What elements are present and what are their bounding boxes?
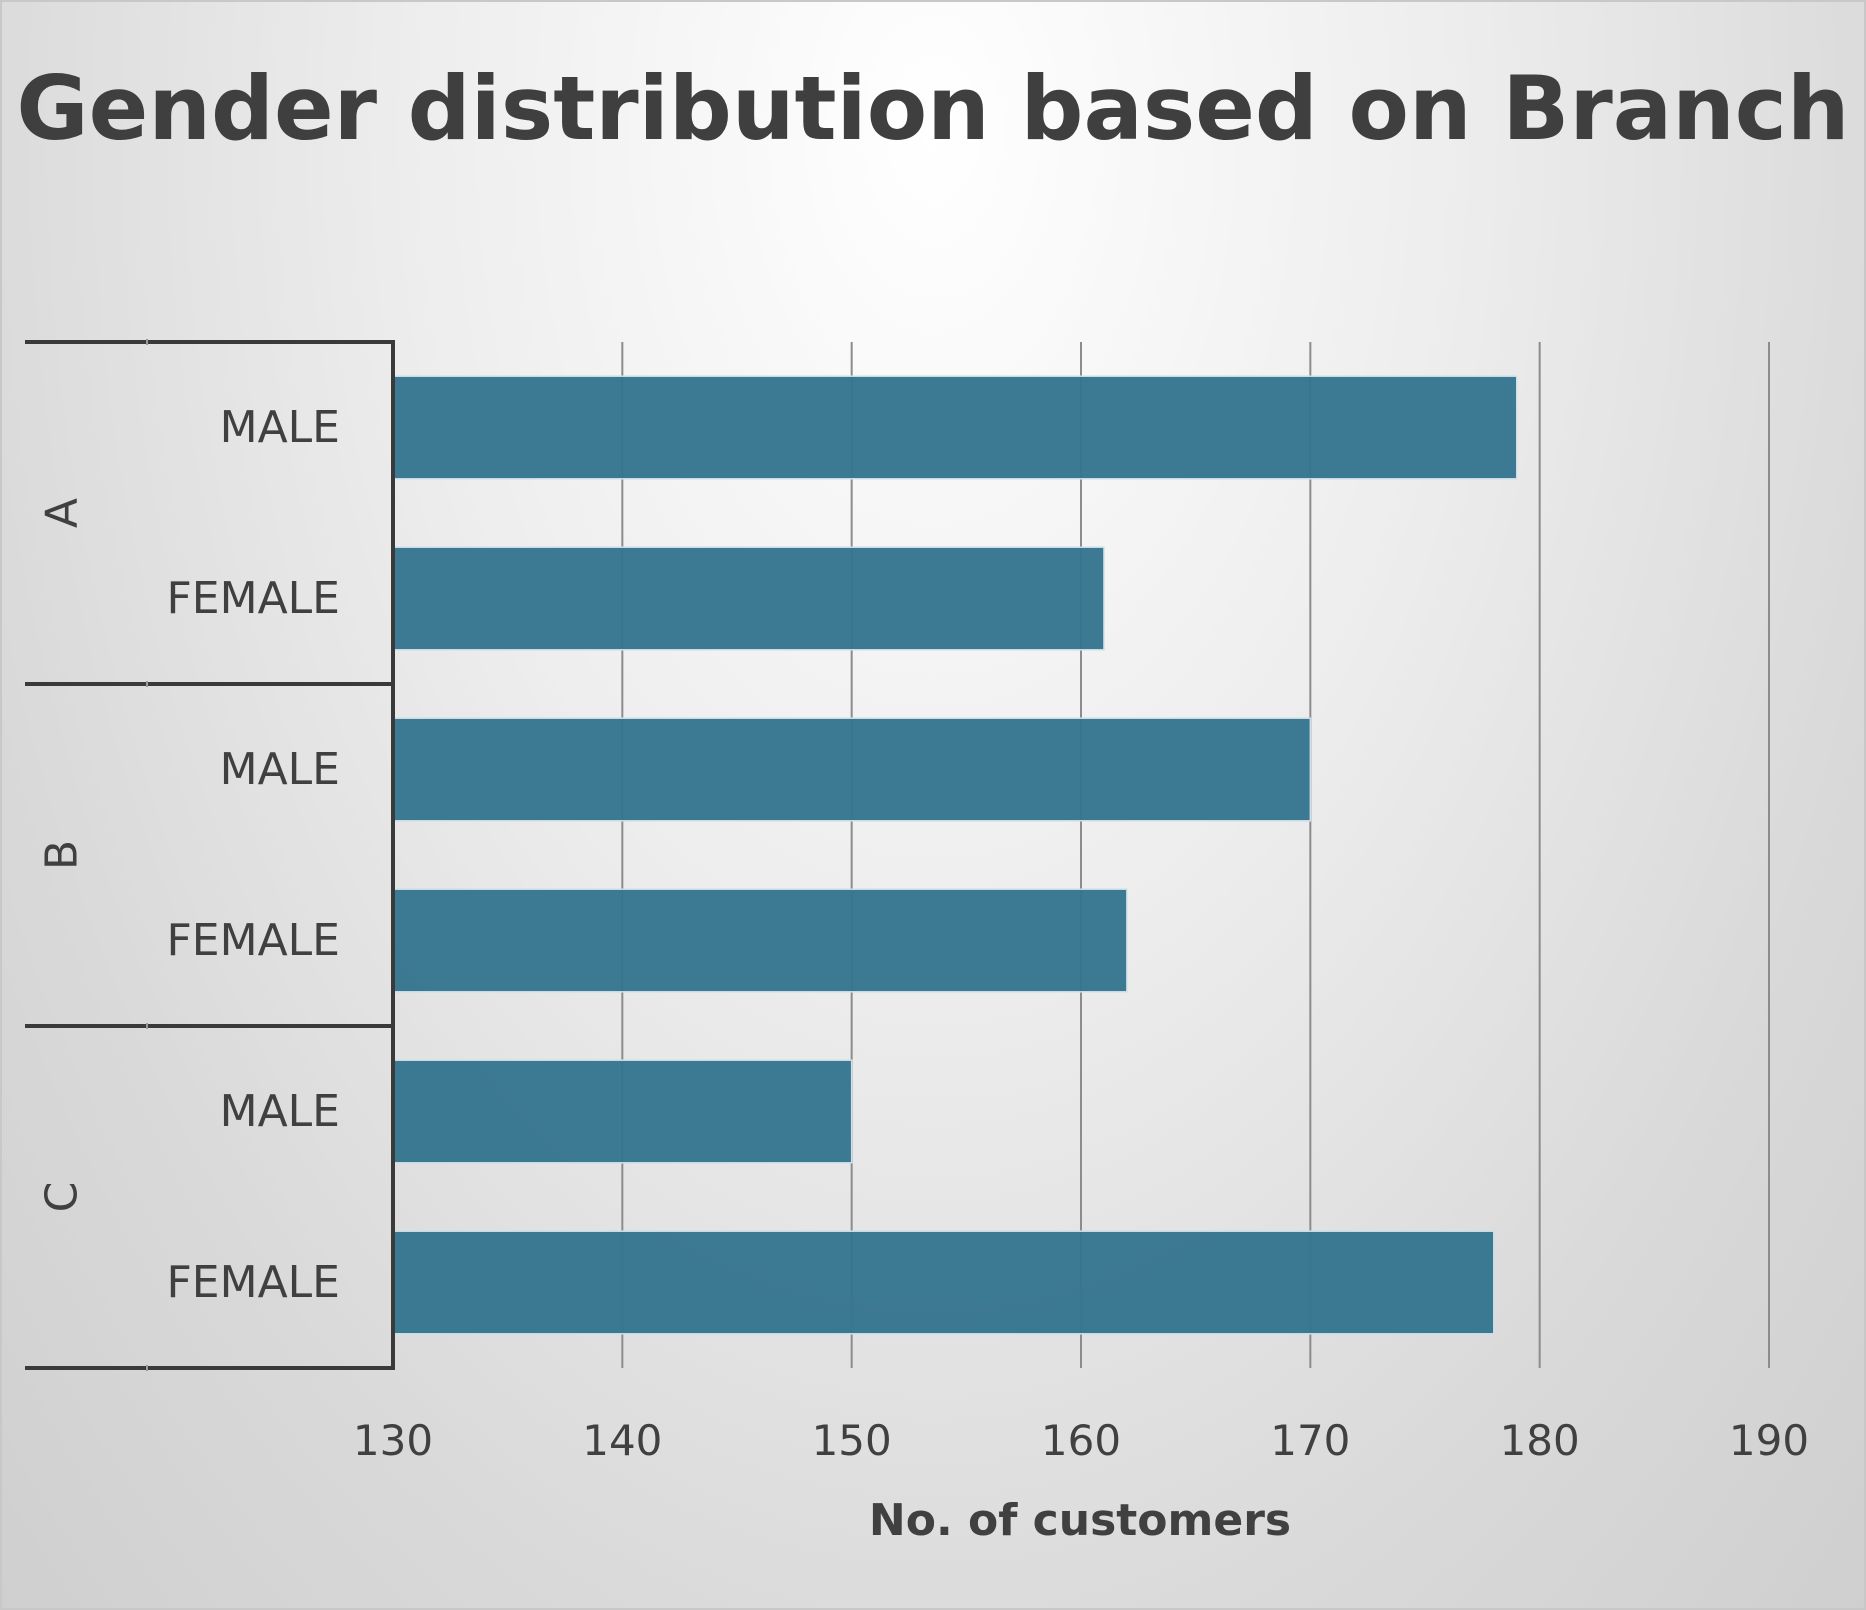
x-tick-label: 170 <box>1270 1416 1350 1465</box>
category-label: FEMALE <box>167 915 341 966</box>
category-label: MALE <box>220 402 340 453</box>
x-tick-label: 150 <box>812 1416 892 1465</box>
category-label: FEMALE <box>167 573 341 624</box>
group-label-c: C <box>37 1182 88 1213</box>
bar-c-male <box>392 1059 853 1164</box>
bars <box>392 375 1518 1335</box>
category-label: MALE <box>220 1086 340 1137</box>
chart-title: Gender distribution based on Branch <box>16 57 1850 160</box>
value-axis-ticks: 130 140 150 160 170 180 190 <box>353 1416 1809 1465</box>
x-tick-label: 180 <box>1500 1416 1580 1465</box>
x-tick-label: 160 <box>1041 1416 1121 1465</box>
group-label-a: A <box>37 498 88 528</box>
x-tick-label: 140 <box>582 1416 662 1465</box>
x-tick-label: 130 <box>353 1416 433 1465</box>
category-axis: A MALE FEMALE B MALE FEMALE C MALE FEMALE <box>25 339 395 1371</box>
bar-c-female <box>392 1230 1495 1335</box>
category-label: FEMALE <box>167 1257 341 1308</box>
x-axis-title: No. of customers <box>869 1495 1291 1546</box>
gridlines <box>621 342 1770 1368</box>
category-label: MALE <box>220 744 340 795</box>
bar-b-female <box>392 888 1128 993</box>
group-label-b: B <box>37 840 88 870</box>
x-tick-label: 190 <box>1729 1416 1809 1465</box>
bar-a-female <box>392 546 1105 651</box>
bar-b-male <box>392 717 1312 822</box>
bar-a-male <box>392 375 1518 480</box>
